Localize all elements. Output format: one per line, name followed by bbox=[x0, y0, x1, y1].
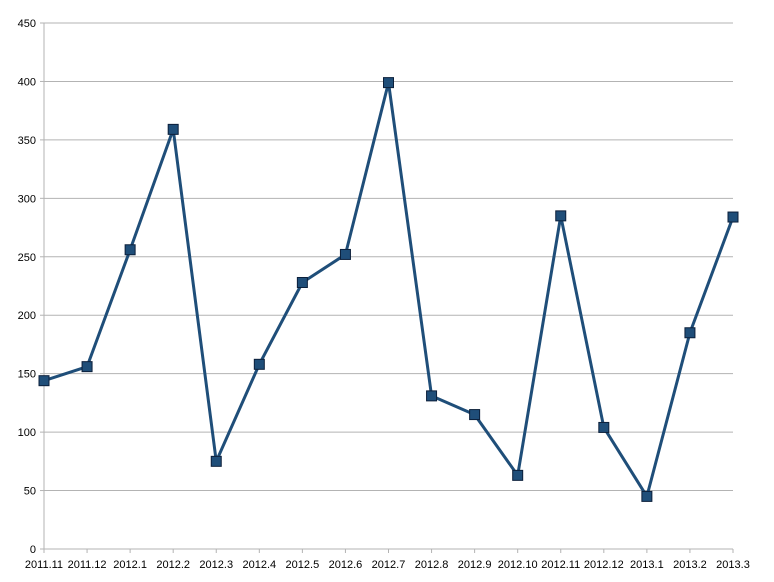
x-tick-label: 2012.6 bbox=[329, 559, 363, 571]
y-tick-labels: 0 50 100 150 200 250 300 350 400 450 bbox=[18, 18, 36, 556]
grid-lines bbox=[44, 22, 733, 492]
y-tick-label: 100 bbox=[18, 427, 36, 439]
data-point-marker bbox=[598, 421, 610, 433]
y-tick-label: 450 bbox=[18, 18, 36, 30]
data-point-marker bbox=[469, 409, 481, 421]
x-tick-label: 2012.1 bbox=[113, 559, 147, 571]
x-tick-label: 2012.4 bbox=[242, 559, 276, 571]
y-tick-label: 0 bbox=[30, 544, 36, 556]
y-tick-label: 50 bbox=[24, 486, 36, 498]
series-line bbox=[43, 81, 735, 498]
y-tick-label: 400 bbox=[18, 76, 36, 88]
x-tick-label: 2012.10 bbox=[498, 559, 538, 571]
y-tick-label: 300 bbox=[18, 193, 36, 205]
data-point-marker bbox=[426, 390, 438, 402]
y-tick-label: 350 bbox=[18, 135, 36, 147]
axes bbox=[40, 22, 734, 553]
data-point-marker bbox=[727, 211, 739, 223]
data-point-marker bbox=[38, 375, 50, 387]
data-point-marker bbox=[641, 490, 653, 502]
x-tick-label: 2011.11 bbox=[25, 559, 63, 571]
data-point-marker bbox=[339, 248, 351, 260]
x-tick-label: 2012.3 bbox=[199, 559, 233, 571]
y-tick-label: 250 bbox=[18, 252, 36, 264]
x-tick-label: 2013.2 bbox=[673, 559, 707, 571]
x-tick-label: 2012.11 bbox=[541, 559, 580, 571]
data-point-marker bbox=[512, 469, 524, 481]
y-tick-label: 150 bbox=[18, 369, 36, 381]
data-point-marker bbox=[296, 276, 308, 288]
x-tick-label: 2013.3 bbox=[716, 559, 750, 571]
data-point-marker bbox=[81, 361, 93, 373]
data-point-marker bbox=[555, 210, 567, 222]
x-tick-label: 2012.2 bbox=[156, 559, 190, 571]
data-point-marker bbox=[210, 455, 222, 467]
x-tick-label: 2012.7 bbox=[372, 559, 406, 571]
x-tick-label: 2012.8 bbox=[415, 559, 449, 571]
x-tick-label: 2012.12 bbox=[584, 559, 624, 571]
y-tick-label: 200 bbox=[18, 310, 36, 322]
x-tick-label: 2012.9 bbox=[458, 559, 492, 571]
data-point-marker bbox=[684, 327, 696, 339]
x-tick-label: 2013.1 bbox=[630, 559, 664, 571]
data-point-marker bbox=[383, 77, 394, 89]
data-point-marker bbox=[124, 244, 136, 256]
x-tick-label: 2012.5 bbox=[286, 559, 320, 571]
x-tick-labels: 2011.11 2011.12 2012.1 2012.2 2012.3 2012.4 20… bbox=[25, 559, 750, 571]
series bbox=[38, 77, 739, 502]
x-tick-label: 2011.12 bbox=[68, 559, 107, 571]
data-point-marker bbox=[167, 123, 179, 135]
data-point-marker bbox=[253, 358, 265, 370]
